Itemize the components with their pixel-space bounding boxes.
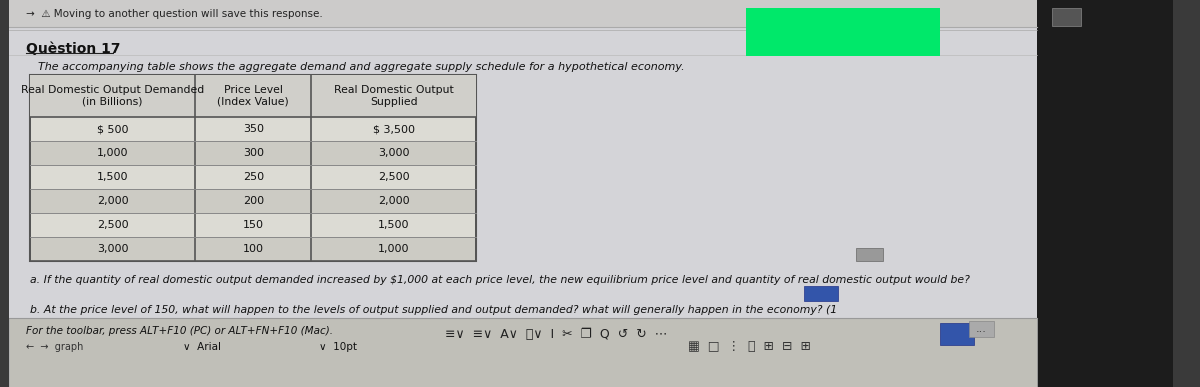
FancyBboxPatch shape: [8, 0, 1174, 27]
FancyBboxPatch shape: [1051, 8, 1081, 26]
FancyBboxPatch shape: [8, 0, 1174, 387]
Text: 2,500: 2,500: [97, 220, 128, 230]
Text: 250: 250: [242, 172, 264, 182]
Text: Price Level
(Index Value): Price Level (Index Value): [217, 85, 289, 107]
Text: ←  →  graph: ← → graph: [26, 342, 84, 352]
Text: ▦  □  ⋮  ⬜  ⊞  ⊟  ⊞: ▦ □ ⋮ ⬜ ⊞ ⊟ ⊞: [688, 341, 811, 353]
Text: 2,500: 2,500: [378, 172, 409, 182]
Text: Real Domestic Output
Supplied: Real Domestic Output Supplied: [334, 85, 454, 107]
Text: 200: 200: [242, 196, 264, 206]
Text: b. At the price level of 150, what will happen to the levels of output supplied : b. At the price level of 150, what will …: [30, 305, 838, 315]
Text: 1,500: 1,500: [378, 220, 409, 230]
Text: ∨  10pt: ∨ 10pt: [319, 342, 358, 352]
Text: Real Domestic Output Demanded
(in Billions): Real Domestic Output Demanded (in Billio…: [20, 85, 204, 107]
FancyBboxPatch shape: [1037, 0, 1174, 387]
FancyBboxPatch shape: [746, 8, 941, 56]
Text: 150: 150: [242, 220, 264, 230]
Text: The accompanying table shows the aggregate demand and aggregate supply schedule : The accompanying table shows the aggrega…: [38, 62, 684, 72]
Text: 350: 350: [242, 124, 264, 134]
Text: 300: 300: [242, 148, 264, 158]
Text: $ 3,500: $ 3,500: [373, 124, 415, 134]
Text: 2,000: 2,000: [378, 196, 409, 206]
FancyBboxPatch shape: [30, 75, 476, 261]
FancyBboxPatch shape: [8, 318, 1037, 387]
FancyBboxPatch shape: [31, 166, 475, 189]
FancyBboxPatch shape: [31, 190, 475, 213]
Text: ...: ...: [976, 324, 986, 334]
Text: →  ⚠ Moving to another question will save this response.: → ⚠ Moving to another question will save…: [26, 9, 323, 19]
Text: Quèstion 17: Quèstion 17: [26, 42, 121, 56]
FancyBboxPatch shape: [804, 286, 839, 301]
FancyBboxPatch shape: [31, 214, 475, 237]
Text: $ 500: $ 500: [97, 124, 128, 134]
Text: 1,500: 1,500: [97, 172, 128, 182]
FancyBboxPatch shape: [970, 321, 994, 337]
FancyBboxPatch shape: [941, 323, 974, 345]
Text: 3,000: 3,000: [97, 244, 128, 254]
FancyBboxPatch shape: [30, 75, 476, 117]
Text: 2,000: 2,000: [97, 196, 128, 206]
FancyBboxPatch shape: [31, 142, 475, 165]
Text: 3,000: 3,000: [378, 148, 409, 158]
Text: ∨  Arial: ∨ Arial: [184, 342, 221, 352]
Text: ≡∨  ≡∨  A∨  ⮪∨  I  ✂  ❐  Q  ↺  ↻  ⋯: ≡∨ ≡∨ A∨ ⮪∨ I ✂ ❐ Q ↺ ↻ ⋯: [445, 328, 667, 341]
Text: 1,000: 1,000: [378, 244, 409, 254]
Text: 100: 100: [242, 244, 264, 254]
Text: 1,000: 1,000: [97, 148, 128, 158]
FancyBboxPatch shape: [856, 248, 883, 261]
Text: For the toolbar, press ALT+F10 (PC) or ALT+FN+F10 (Mac).: For the toolbar, press ALT+F10 (PC) or A…: [26, 326, 334, 336]
FancyBboxPatch shape: [31, 118, 475, 141]
FancyBboxPatch shape: [31, 238, 475, 261]
Text: a. If the quantity of real domestic output demanded increased by $1,000 at each : a. If the quantity of real domestic outp…: [30, 275, 970, 285]
